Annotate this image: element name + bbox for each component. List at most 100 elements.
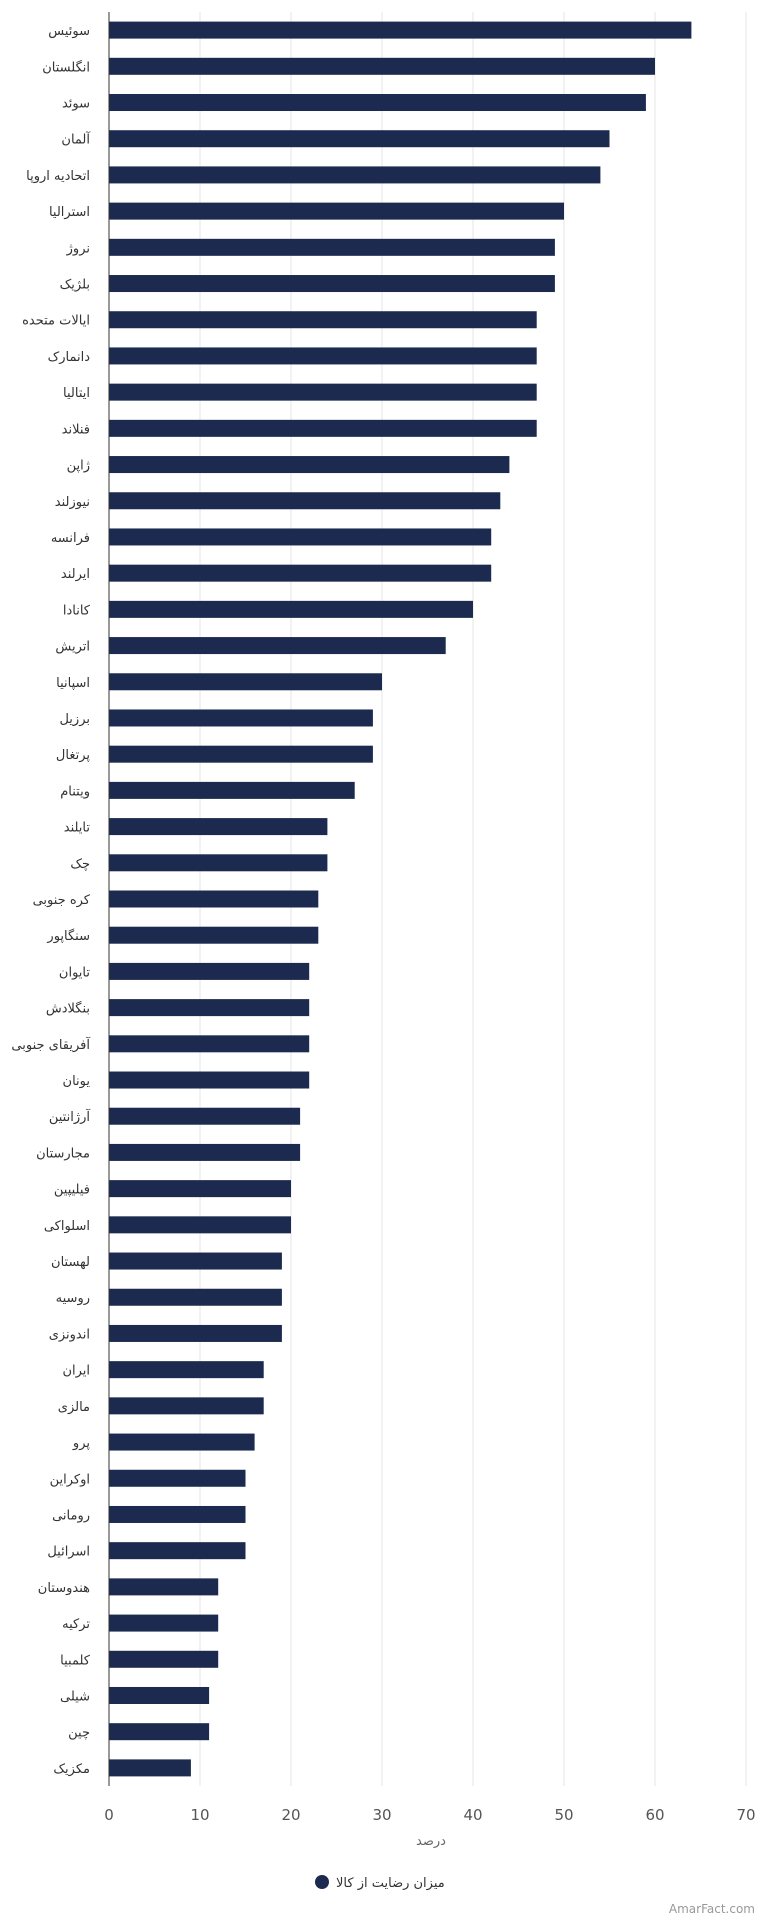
x-tick-label: 60: [645, 1806, 664, 1824]
bar[interactable]: [109, 962, 310, 980]
bar[interactable]: [109, 166, 601, 184]
category-label: کلمبیا: [60, 1653, 91, 1668]
bar[interactable]: [109, 564, 492, 582]
bar[interactable]: [109, 709, 373, 727]
bar[interactable]: [109, 781, 355, 799]
legend[interactable]: میزان رضایت از کالا: [315, 1875, 445, 1891]
bar[interactable]: [109, 311, 537, 329]
bar[interactable]: [109, 419, 537, 437]
credit-text: AmarFact.com: [669, 1902, 755, 1916]
bar[interactable]: [109, 1252, 282, 1270]
bar[interactable]: [109, 1035, 310, 1053]
bar[interactable]: [109, 383, 537, 401]
bar[interactable]: [109, 926, 319, 944]
x-tick-labels: 0 10 20 30 40 50 60 70: [104, 1806, 755, 1824]
category-label: ایرلند: [61, 567, 90, 582]
category-label: یونان: [63, 1074, 91, 1089]
category-label: شیلی: [60, 1689, 90, 1704]
bar[interactable]: [109, 1180, 291, 1198]
category-label: لهستان: [51, 1255, 90, 1270]
category-label: آفریقای جنوبی: [11, 1036, 91, 1053]
x-axis-title: درصد: [416, 1834, 446, 1849]
category-label: تایلند: [64, 821, 91, 836]
bar[interactable]: [109, 130, 610, 148]
bar[interactable]: [109, 1723, 210, 1741]
bar[interactable]: [109, 600, 473, 618]
bars: [109, 21, 692, 1777]
category-label: سوئد: [62, 97, 90, 112]
category-label: آلمان: [61, 131, 91, 148]
category-label: کانادا: [63, 603, 91, 618]
bar[interactable]: [109, 673, 382, 691]
category-label: اوکراین: [50, 1472, 90, 1487]
category-label: پرو: [72, 1436, 90, 1451]
bar[interactable]: [109, 1433, 255, 1451]
category-label: اندونزی: [49, 1327, 90, 1342]
bar[interactable]: [109, 637, 446, 655]
bar[interactable]: [109, 275, 555, 293]
bar[interactable]: [109, 999, 310, 1017]
category-label: اسپانیا: [56, 676, 90, 691]
category-label: چک: [70, 857, 90, 872]
category-label: بنگلادش: [46, 1001, 90, 1017]
bar[interactable]: [109, 1578, 219, 1596]
bar[interactable]: [109, 1759, 191, 1777]
category-label: مالزی: [58, 1400, 90, 1415]
bar[interactable]: [109, 1686, 210, 1704]
bar[interactable]: [109, 528, 492, 546]
category-label: ایتالیا: [63, 386, 90, 401]
bar[interactable]: [109, 1071, 310, 1089]
bar[interactable]: [109, 238, 555, 256]
bar[interactable]: [109, 57, 655, 75]
category-label: آرژانتین: [49, 1108, 92, 1125]
category-label: دانمارک: [48, 350, 91, 365]
category-label: مجارستان: [36, 1146, 90, 1161]
category-label: کره جنوبی: [33, 893, 91, 908]
category-label: سوئیس: [48, 24, 90, 39]
category-label: برزیل: [59, 712, 90, 727]
bar[interactable]: [109, 1469, 246, 1487]
bar[interactable]: [109, 1542, 246, 1560]
bar[interactable]: [109, 347, 537, 365]
bar[interactable]: [109, 1505, 246, 1523]
bar[interactable]: [109, 1288, 282, 1306]
category-label: فرانسه: [51, 531, 90, 546]
bar[interactable]: [109, 1361, 264, 1379]
bar[interactable]: [109, 854, 328, 872]
category-label: تایوان: [59, 965, 90, 980]
category-label: سنگاپور: [46, 928, 90, 944]
legend-label: میزان رضایت از کالا: [336, 1876, 445, 1891]
category-label: پرتغال: [56, 748, 90, 763]
x-tick-label: 0: [104, 1806, 114, 1824]
bar[interactable]: [109, 1397, 264, 1415]
x-tick-label: 70: [736, 1806, 755, 1824]
bar[interactable]: [109, 1614, 219, 1632]
bar[interactable]: [109, 1107, 301, 1125]
category-label: اتریش: [55, 640, 90, 655]
category-label: ایالات متحده: [22, 314, 90, 329]
category-label: ایران: [62, 1364, 90, 1379]
bar[interactable]: [109, 818, 328, 836]
bar[interactable]: [109, 1650, 219, 1668]
bar[interactable]: [109, 745, 373, 763]
category-label: رومانی: [52, 1508, 90, 1523]
bar[interactable]: [109, 94, 646, 112]
bar[interactable]: [109, 492, 501, 510]
x-tick-label: 40: [463, 1806, 482, 1824]
x-tick-label: 10: [190, 1806, 209, 1824]
bar[interactable]: [109, 202, 564, 220]
bar[interactable]: [109, 1216, 291, 1234]
x-tick-label: 30: [372, 1806, 391, 1824]
bar[interactable]: [109, 1143, 301, 1161]
x-tick-label: 20: [281, 1806, 300, 1824]
category-label: روسیه: [56, 1291, 90, 1306]
category-label: اسرائیل: [47, 1545, 90, 1560]
bar[interactable]: [109, 456, 510, 474]
category-label: فیلیپین: [54, 1183, 90, 1198]
bar[interactable]: [109, 890, 319, 908]
category-label: ترکیه: [62, 1617, 90, 1632]
bar[interactable]: [109, 1324, 282, 1342]
bar[interactable]: [109, 21, 692, 39]
